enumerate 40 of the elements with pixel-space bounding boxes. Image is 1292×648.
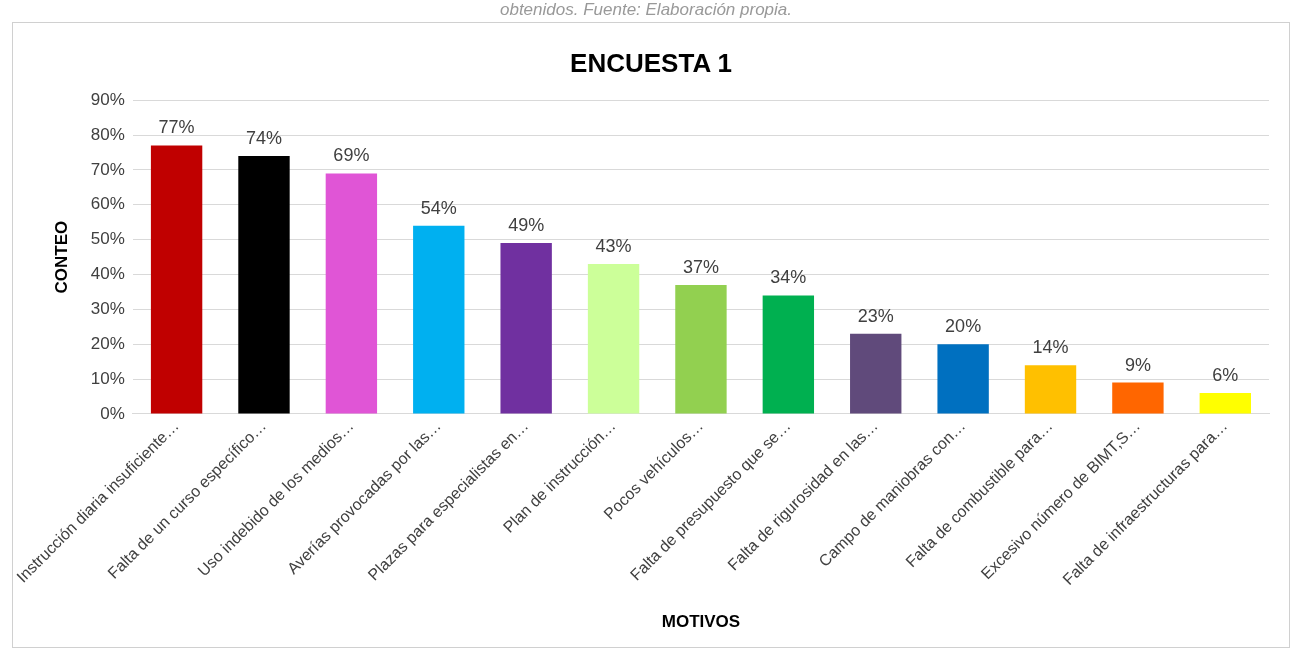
data-label: 14%: [1032, 337, 1069, 358]
bar: [1112, 382, 1164, 414]
bar: [1199, 393, 1251, 414]
bar: [238, 155, 290, 414]
bar: [413, 225, 465, 414]
y-tick-label: 70%: [90, 159, 125, 179]
y-tick-label: 0%: [100, 403, 125, 423]
data-label: 69%: [333, 145, 370, 166]
data-label: 23%: [857, 305, 894, 326]
chart-title: ENCUESTA 1: [570, 47, 732, 78]
bar: [587, 264, 640, 414]
data-label: 6%: [1212, 364, 1239, 385]
x-axis-title: MOTIVOS: [661, 612, 741, 632]
bar: [1024, 365, 1077, 414]
y-axis-title: CONTEO: [52, 220, 72, 294]
y-tick-label: 80%: [90, 124, 125, 144]
y-tick-label: 10%: [90, 368, 125, 388]
data-label: 54%: [420, 197, 457, 218]
data-label: 9%: [1124, 354, 1151, 375]
y-tick-label: 20%: [90, 333, 125, 353]
y-tick-label: 60%: [90, 194, 125, 214]
data-label: 37%: [682, 256, 719, 277]
y-tick-label: 90%: [90, 89, 125, 109]
data-label: 34%: [770, 267, 807, 288]
bar: [937, 344, 989, 414]
bar: [500, 243, 552, 414]
y-tick-label: 30%: [90, 299, 125, 319]
y-tick-label: 40%: [90, 264, 125, 284]
data-label: 20%: [945, 316, 982, 337]
bar: [325, 173, 378, 414]
data-label: 74%: [245, 127, 282, 148]
bar: [150, 145, 203, 414]
data-label: 77%: [158, 117, 195, 138]
data-label: 49%: [508, 215, 545, 236]
data-label: 43%: [595, 236, 632, 257]
bar: [675, 284, 727, 414]
bar: [850, 333, 902, 414]
y-tick-label: 50%: [90, 229, 125, 249]
bar: [762, 295, 815, 414]
text: obtenidos. Fuente: Elaboración propia.: [499, 0, 793, 20]
